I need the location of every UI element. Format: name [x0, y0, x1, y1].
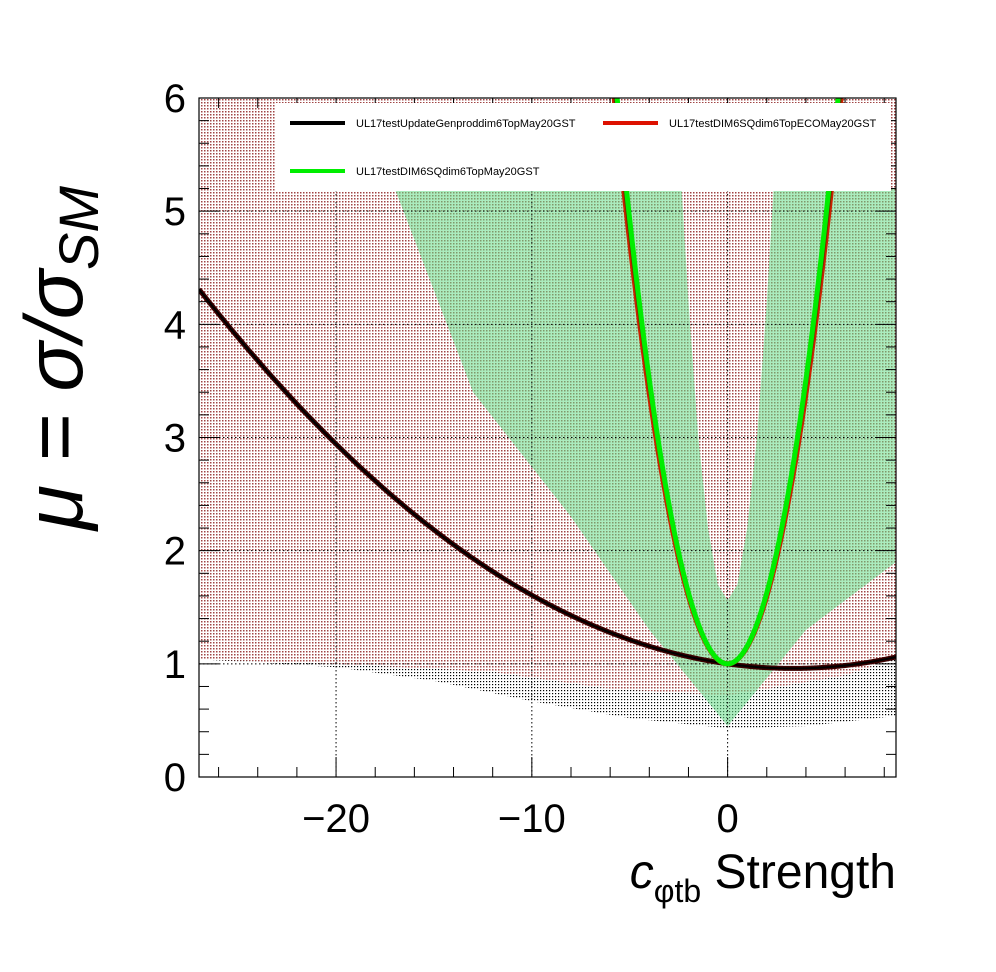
x-axis-title-sub: φtb: [654, 873, 701, 909]
y-tick-label: 1: [164, 643, 186, 687]
y-tick-label: 4: [164, 303, 186, 347]
y-tick-label: 0: [164, 756, 186, 800]
legend-box: [276, 103, 891, 191]
x-axis-title-main: c: [630, 846, 654, 899]
y-tick-label: 5: [164, 190, 186, 234]
line-series-green: [614, 98, 841, 667]
tick-labels: −20 −10 0 0 1 2 3 4 5 6: [164, 77, 739, 841]
x-tick-label: −10: [498, 797, 566, 841]
grid: [199, 98, 896, 777]
plot-area: [198, 97, 897, 778]
y-axis-title-sub: SM: [47, 186, 110, 270]
x-tick-label: −20: [302, 797, 370, 841]
y-tick-label: 6: [164, 77, 186, 121]
svg-text:cφtb Strength: cφtb Strength: [630, 846, 896, 909]
line-series-black: [199, 288, 896, 670]
x-axis-title: cφtb Strength: [630, 846, 896, 909]
y-axis-title-main: μ = σ/σ: [9, 266, 100, 532]
legend-label-1: UL17testDIM6SQdim6TopECOMay20GST: [669, 118, 877, 130]
legend-label-2: UL17testDIM6SQdim6TopMay20GST: [356, 166, 540, 178]
legend-label-0: UL17testUpdateGenproddim6TopMay20GST: [356, 118, 576, 130]
y-tick-label: 3: [164, 417, 186, 461]
svg-text:μ = σ/σSM: μ = σ/σSM: [9, 186, 110, 532]
legend: UL17testUpdateGenproddim6TopMay20GST UL1…: [276, 103, 891, 191]
x-tick-label: 0: [716, 797, 738, 841]
x-axis-title-suffix: Strength: [701, 846, 896, 899]
y-axis-title: μ = σ/σSM: [9, 186, 110, 532]
axis-ticks: [199, 97, 896, 778]
y-tick-label: 2: [164, 530, 186, 574]
